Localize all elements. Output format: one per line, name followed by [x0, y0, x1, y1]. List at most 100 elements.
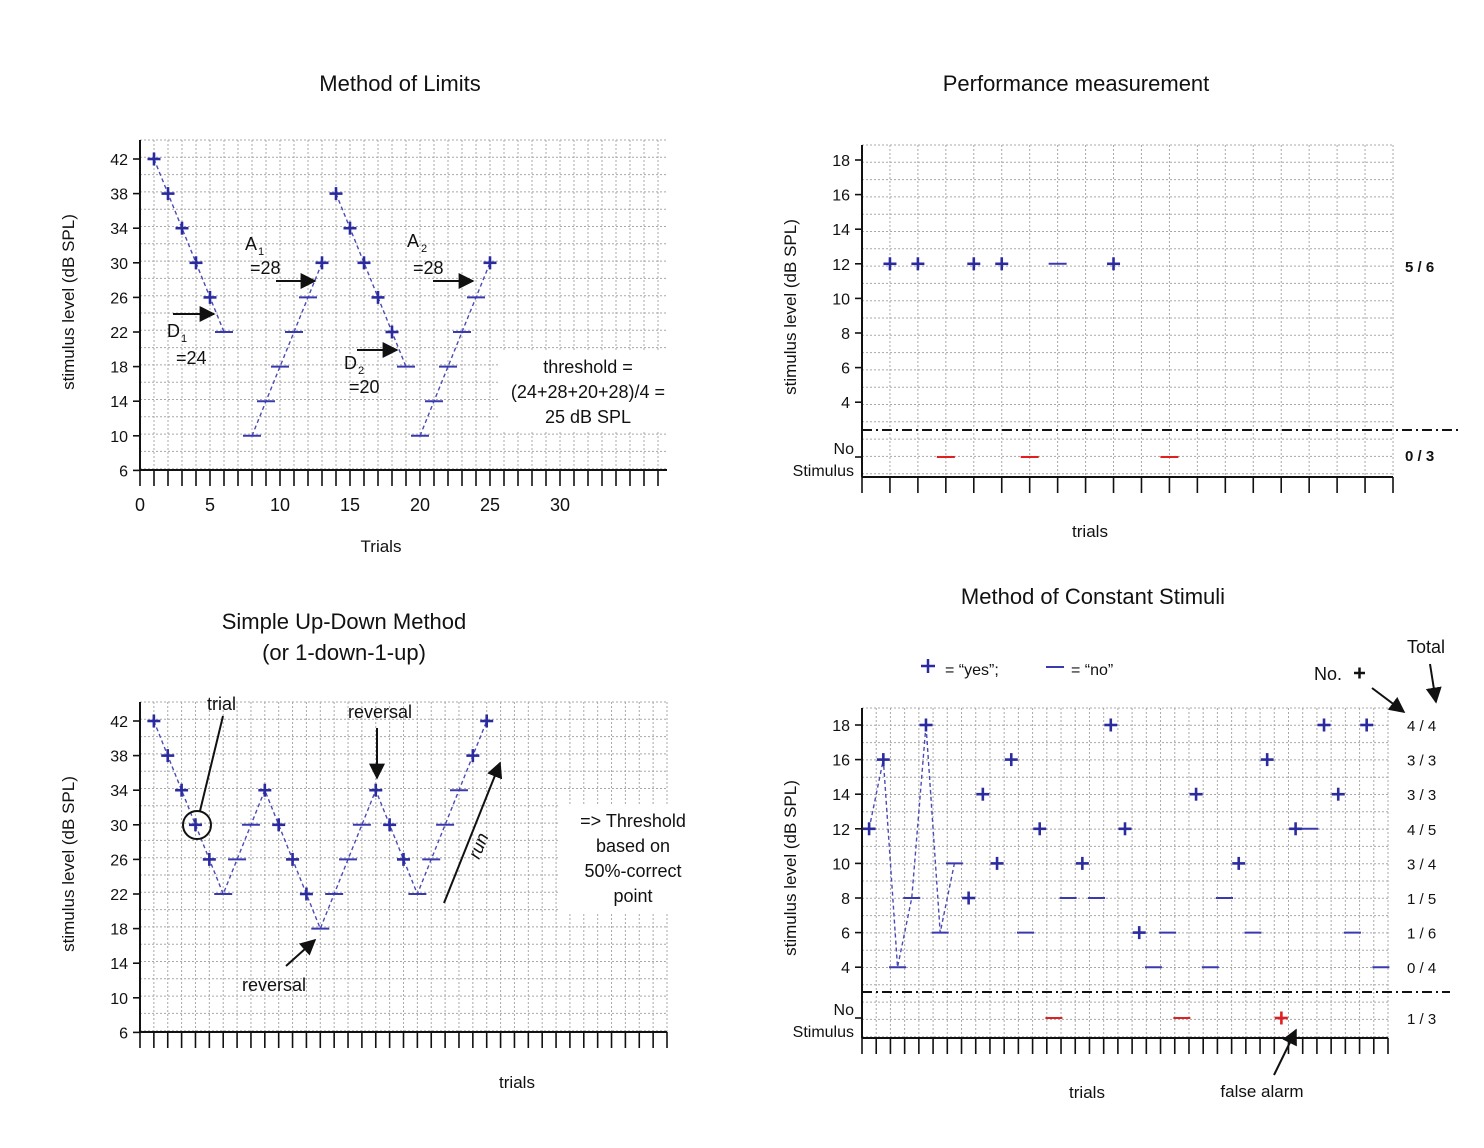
- run-arrow: [443, 761, 503, 904]
- constant-yes-mark: [862, 822, 876, 836]
- constant-total-label: 1 / 6: [1407, 926, 1436, 943]
- limits-run-path: [335, 193, 407, 367]
- limits-xtick-label: 5: [205, 495, 215, 515]
- performance-yes-mark: [911, 257, 925, 271]
- false-alarm-label: false alarm: [1220, 1082, 1303, 1101]
- constant-yes-mark: [1132, 926, 1146, 940]
- performance-ytick-label: 4: [841, 395, 850, 412]
- threshold-note-bg: [498, 352, 682, 430]
- legend-no-label: = “no”: [1071, 662, 1113, 679]
- limits-ytick-label: 38: [110, 187, 128, 204]
- d1-label: D: [167, 321, 180, 341]
- constant-yes-mark: [1260, 753, 1274, 767]
- no-plus-symbol: [1354, 667, 1365, 679]
- threshold-line-1: threshold =: [543, 357, 633, 377]
- updown-yes-mark: [466, 749, 480, 763]
- updown-ytick-label: 14: [110, 956, 128, 973]
- performance-no-stimulus-line-2: Stimulus: [793, 463, 854, 480]
- limits-yes-mark: [315, 256, 329, 270]
- limits-ytick-label: 42: [110, 152, 128, 169]
- limits-ytick-label: 10: [110, 429, 128, 446]
- performance-title: Performance measurement: [943, 71, 1210, 96]
- constant-no-stimulus-line-1: No: [834, 1002, 855, 1019]
- performance-xlabel: trials: [1072, 522, 1108, 541]
- updown-run-annotation: run: [443, 761, 503, 904]
- d1-value: =24: [176, 348, 207, 368]
- limits-run-path: [153, 158, 225, 333]
- constant-ytick-label: 14: [832, 787, 850, 804]
- performance-axes: 18 16 14 12 10 8 6 4: [832, 145, 1458, 493]
- constant-legend: = “yes”; = “no”: [921, 659, 1113, 679]
- limits-ytick-label: 26: [110, 290, 128, 307]
- performance-ytick-label: 16: [832, 188, 850, 205]
- run-label: run: [464, 830, 492, 862]
- constant-yes-mark: [1289, 822, 1303, 836]
- legend-yes-label: = “yes”;: [945, 662, 999, 679]
- constant-no-stimulus-total: 1 / 3: [1407, 1011, 1436, 1028]
- limits-title: Method of Limits: [319, 71, 480, 96]
- trial-pointer: [199, 715, 224, 812]
- updown-subtitle: (or 1-down-1-up): [262, 640, 426, 665]
- updown-marks: [147, 714, 494, 930]
- performance-yes-mark: [995, 257, 1009, 271]
- updown-yes-mark: [397, 852, 410, 866]
- performance-ytick-label: 8: [841, 326, 850, 343]
- updown-reversal-bottom: reversal: [242, 938, 317, 995]
- limits-xlabel: Trials: [361, 537, 402, 556]
- a1-subscript: 1: [258, 246, 264, 258]
- updown-threshold-bg: [560, 805, 710, 913]
- no-plus-arrow: [1371, 687, 1406, 713]
- constant-yes-mark: [1232, 856, 1246, 870]
- constant-ytick-label: 16: [832, 753, 850, 770]
- total-arrow: [1425, 663, 1442, 704]
- updown-xlabel: trials: [499, 1073, 535, 1092]
- limits-yes-mark: [343, 221, 357, 235]
- updown-ytick-label: 38: [110, 749, 128, 766]
- d2-subscript: 2: [358, 365, 364, 377]
- updown-yes-mark: [202, 852, 216, 866]
- limits-run-path: [251, 262, 323, 437]
- limits-xtick-label: 25: [480, 495, 500, 515]
- updown-yes-mark: [161, 749, 175, 763]
- constant-ytick-label: 12: [832, 822, 850, 839]
- constant-yes-mark: [962, 891, 976, 905]
- limits-ytick-label: 22: [110, 325, 128, 342]
- constant-yes-mark: [876, 753, 890, 767]
- performance-ytick-label: 18: [832, 153, 850, 170]
- constant-yes-mark: [990, 856, 1004, 870]
- performance-ytick-label: 10: [832, 291, 850, 308]
- a1-label: A: [245, 234, 257, 254]
- constant-yes-mark: [1075, 856, 1089, 870]
- limits-ytick-label: 6: [119, 463, 128, 480]
- constant-total-label: 3 / 3: [1407, 787, 1436, 804]
- trial-circle: [182, 810, 212, 840]
- d2-label: D: [344, 353, 357, 373]
- updown-ytick-label: 34: [110, 783, 128, 800]
- constant-total-label: 4 / 5: [1407, 822, 1436, 839]
- updown-threshold-line-1: => Threshold: [580, 811, 686, 831]
- constant-yes-mark: [1104, 718, 1118, 732]
- false-alarm-arrow: [1273, 1028, 1297, 1076]
- limits-ylabel: stimulus level (dB SPL): [59, 214, 78, 390]
- updown-threshold-line-2: based on: [596, 836, 670, 856]
- limits-marks: [147, 152, 497, 437]
- updown-ytick-label: 26: [110, 852, 128, 869]
- constant-total-label: 3 / 3: [1407, 753, 1436, 770]
- limits-xtick-label: 10: [270, 495, 290, 515]
- updown-ytick-label: 22: [110, 887, 128, 904]
- constant-total-label: 0 / 4: [1407, 960, 1436, 977]
- performance-grid: [862, 144, 1394, 477]
- updown-yes-mark: [147, 714, 161, 728]
- constant-no-stimulus-line-2: Stimulus: [793, 1024, 854, 1041]
- performance-panel: Performance measurement 18 16 14 12 10 8 6 4 st…: [781, 71, 1458, 541]
- updown-ytick-label: 42: [110, 714, 128, 731]
- constant-yes-mark: [1189, 787, 1203, 801]
- updown-axes: 42 38 34 30 26 22 18 14 10 6: [110, 702, 668, 1048]
- d1-subscript: 1: [181, 333, 187, 345]
- updown-yes-mark: [258, 783, 272, 797]
- reversal-bottom-label: reversal: [242, 975, 306, 995]
- updown-title: Simple Up-Down Method: [222, 609, 467, 634]
- reversal-top-label: reversal: [348, 702, 412, 722]
- constant-ytick-label: 6: [841, 926, 850, 943]
